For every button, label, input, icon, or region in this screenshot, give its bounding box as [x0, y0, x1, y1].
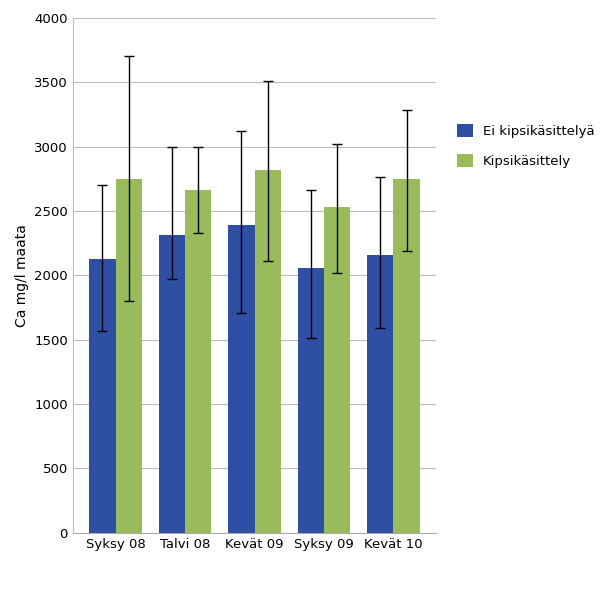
Bar [89, 259, 116, 533]
Y-axis label: Ca mg/l maata: Ca mg/l maata [15, 224, 28, 327]
Bar [393, 179, 420, 533]
Legend: Ei kipsikäsittelyä, Kipsikäsittely: Ei kipsikäsittelyä, Kipsikäsittely [450, 117, 601, 175]
Bar [159, 236, 185, 533]
Bar [367, 255, 393, 533]
Bar [116, 179, 142, 533]
Bar [255, 170, 281, 533]
Bar [185, 190, 211, 533]
Bar [298, 268, 324, 533]
Bar [324, 207, 350, 533]
Bar [228, 225, 255, 533]
